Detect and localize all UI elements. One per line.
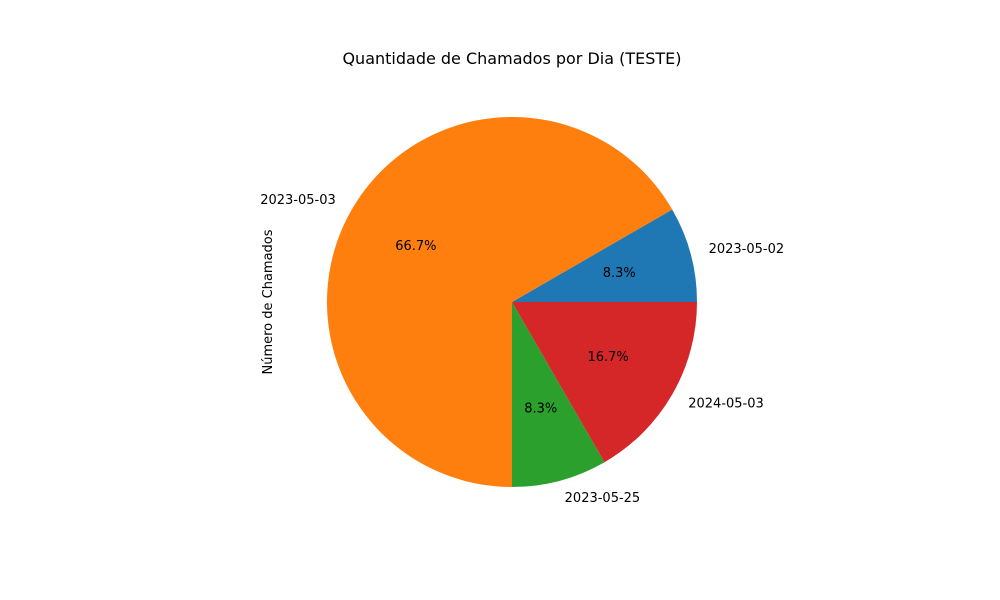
category-label-2024-05-03: 2024-05-03 [688, 396, 764, 411]
category-label-2023-05-02: 2023-05-02 [709, 242, 785, 257]
chart-title: Quantidade de Chamados por Dia (TESTE) [342, 49, 681, 68]
pct-label-2024-05-03: 16.7% [587, 350, 628, 365]
pct-label-2023-05-02: 8.3% [603, 266, 636, 281]
pie-slice-2024-05-03 [512, 302, 697, 463]
pie-labels: 8.3% 2023-05-02 66.7% 2023-05-03 8.3% 2023-05… [260, 193, 784, 506]
pie-slice-2023-05-02 [512, 209, 697, 302]
pct-label-2023-05-25: 8.3% [524, 402, 557, 417]
category-label-2023-05-25: 2023-05-25 [565, 491, 641, 506]
pie-slice-2023-05-25 [512, 302, 605, 487]
pie-slices [327, 117, 697, 487]
category-label-2023-05-03: 2023-05-03 [260, 193, 336, 208]
pct-label-2023-05-03: 66.7% [395, 239, 436, 254]
pie-slice-2023-05-03 [327, 117, 673, 487]
y-axis-label: Número de Chamados [261, 229, 276, 374]
